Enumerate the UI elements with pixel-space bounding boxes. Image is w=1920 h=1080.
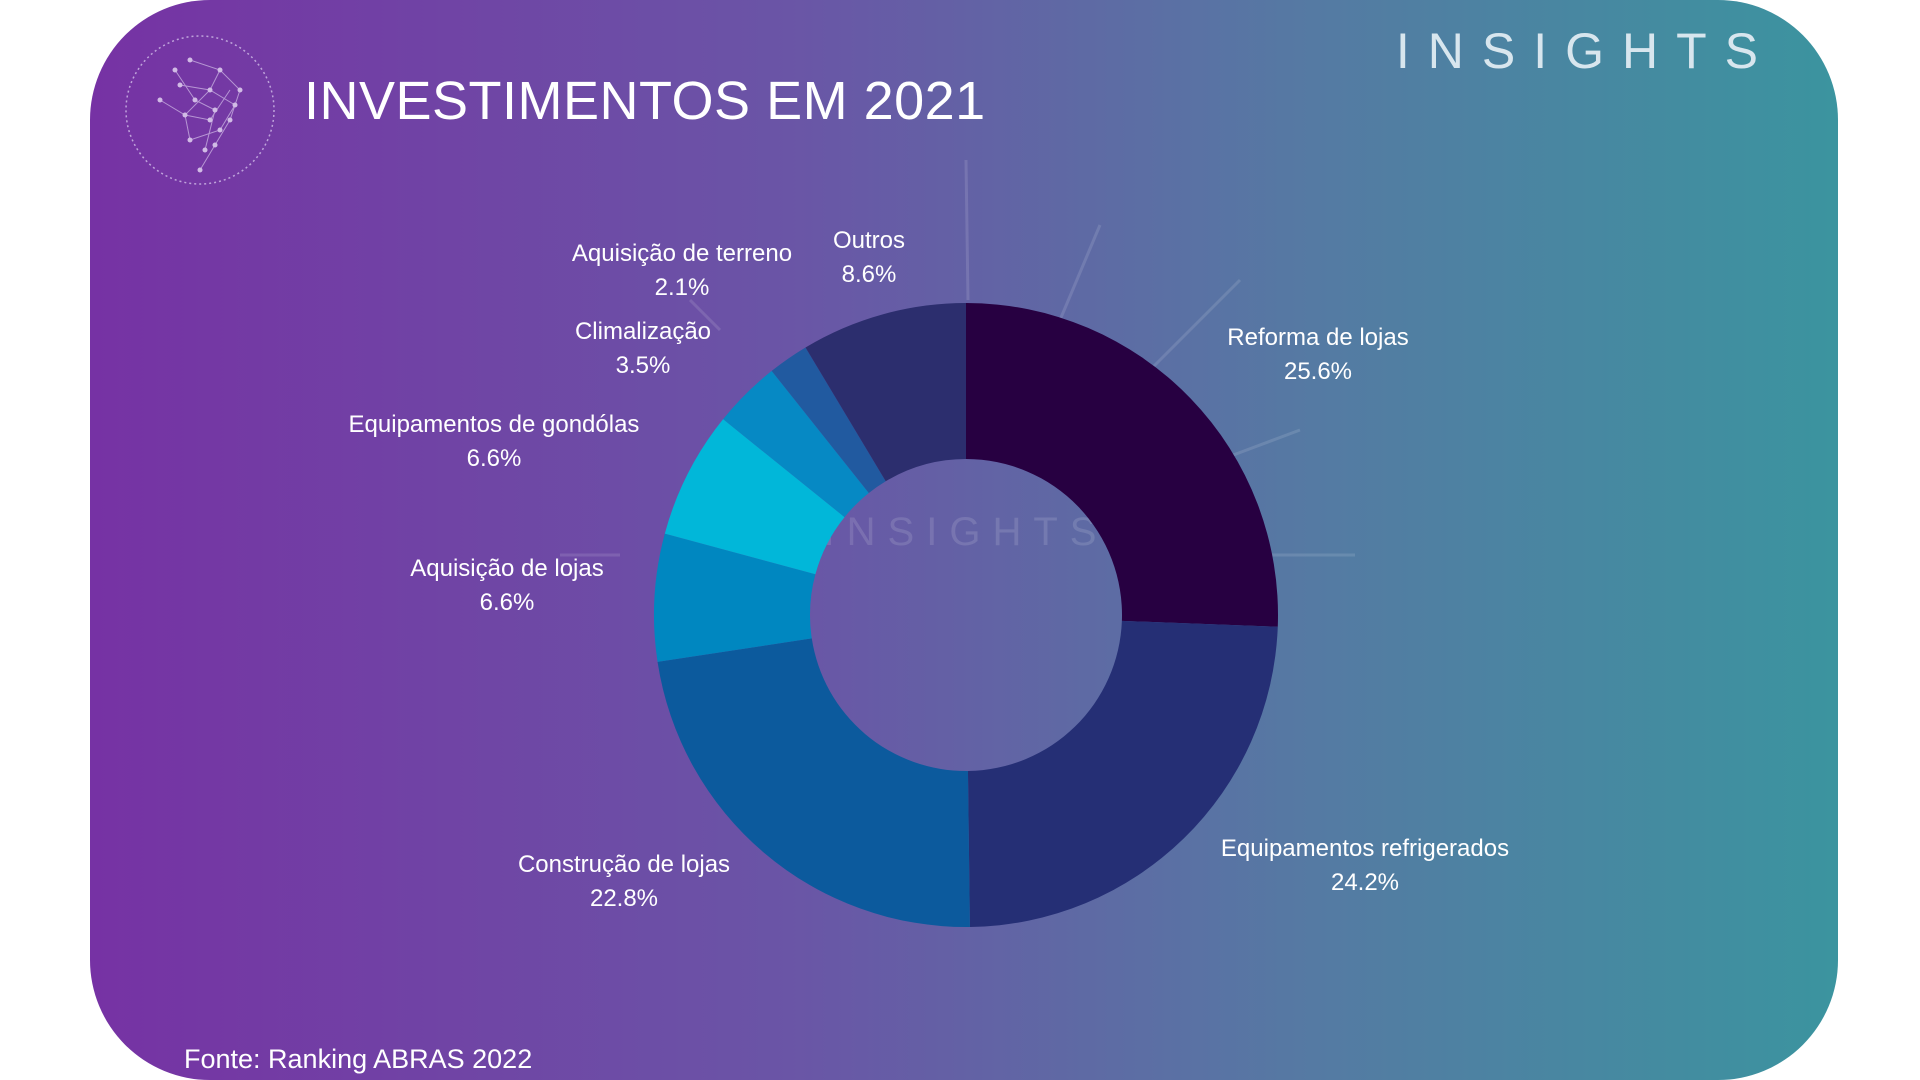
source-note: Fonte: Ranking ABRAS 2022 bbox=[184, 1044, 533, 1074]
slice-value-7: 2.1% bbox=[655, 274, 710, 301]
slice-label-2: Equipamentos refrigerados bbox=[1221, 835, 1509, 862]
slice-6 bbox=[723, 370, 869, 518]
slice-label-1: Reforma de lojas bbox=[1227, 324, 1408, 351]
slice-value-8: 8.6% bbox=[842, 261, 897, 288]
slice-7 bbox=[771, 347, 886, 493]
slice-8 bbox=[805, 303, 966, 482]
watermark: INSIGHTS bbox=[824, 510, 1109, 554]
globe-network-icon bbox=[125, 35, 275, 185]
slice-value-2: 24.2% bbox=[1331, 869, 1399, 896]
slice-value-5: 6.6% bbox=[467, 445, 522, 472]
slice-label-8: Outros bbox=[833, 227, 905, 254]
slice-label-5: Equipamentos de gondólas bbox=[349, 411, 640, 438]
slice-1 bbox=[966, 303, 1278, 627]
slice-value-6: 3.5% bbox=[616, 352, 671, 379]
slice-value-4: 6.6% bbox=[480, 589, 535, 616]
decorative-rays bbox=[560, 159, 1355, 557]
slice-2 bbox=[967, 620, 1278, 927]
slice-3 bbox=[657, 638, 970, 927]
slice-value-3: 22.8% bbox=[590, 885, 658, 912]
brand-wordmark: INSIGHTS bbox=[1395, 23, 1776, 79]
slice-4 bbox=[654, 533, 816, 662]
page-title: INVESTIMENTOS EM 2021 bbox=[304, 71, 986, 131]
slice-label-6: Climalização bbox=[575, 318, 711, 345]
slice-label-3: Construção de lojas bbox=[518, 851, 730, 878]
slice-label-4: Aquisição de lojas bbox=[410, 555, 603, 582]
slice-label-7: Aquisição de terreno bbox=[572, 240, 792, 267]
slice-value-1: 25.6% bbox=[1284, 358, 1352, 385]
slice-5 bbox=[664, 419, 845, 575]
